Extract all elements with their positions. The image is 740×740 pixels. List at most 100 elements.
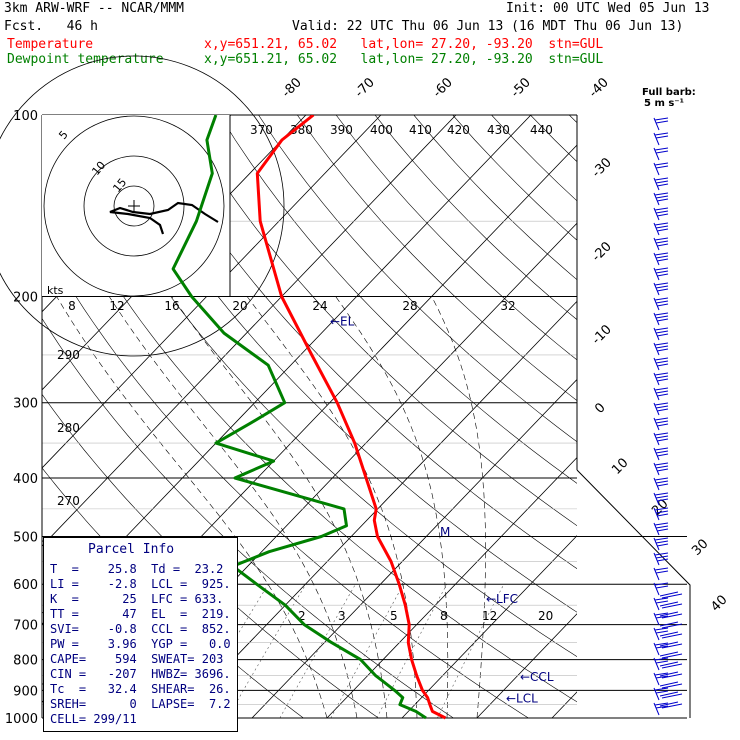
wind-barb — [653, 237, 669, 251]
pressure-label: 600 — [13, 578, 38, 593]
wind-barb — [653, 507, 669, 521]
isotherm-label: -70 — [352, 75, 378, 101]
isotherm-line — [476, 613, 577, 719]
pressure-label: 200 — [13, 291, 38, 306]
hodograph-speed-tick: 32 — [500, 299, 515, 313]
parcel-row: T = 25.8 Td = 23.2 — [50, 562, 224, 576]
wind-barb — [653, 462, 669, 476]
mixing-ratio-line — [330, 584, 404, 719]
isotherm-line — [326, 457, 577, 719]
wind-barb — [659, 691, 683, 699]
isotherm-label: -10 — [589, 322, 615, 348]
barb-legend-title: Full barb: — [642, 87, 696, 98]
parcel-row: K = 25 LFC = 633. — [50, 592, 224, 606]
wind-barb — [659, 671, 683, 679]
level-annotation: ←EL — [330, 314, 355, 328]
hodograph-speed-tick: 12 — [109, 299, 124, 313]
isotherm-label: 30 — [689, 537, 711, 559]
parcel-row: CIN = -207 HWBZ= 3696. — [50, 667, 231, 681]
wind-barb — [653, 357, 669, 371]
hodograph-speed-tick: 24 — [312, 299, 327, 313]
wind-barb — [653, 492, 669, 506]
parcel-info-panel: Parcel Info T = 25.8 Td = 23.2 LI = -2.8… — [43, 537, 238, 732]
theta-label: 270 — [57, 494, 80, 508]
pressure-label: 400 — [13, 472, 38, 487]
parcel-row: PW = 3.96 YGP = 0.0 — [50, 637, 231, 651]
hodograph-speed-tick: 16 — [164, 299, 179, 313]
wind-barb — [653, 537, 669, 551]
hodograph-ring — [43, 115, 225, 297]
isotherm-line — [401, 535, 577, 719]
moist-adiabat-line — [171, 296, 388, 719]
isotherm-label: -50 — [508, 75, 534, 101]
parcel-info-title: Parcel Info — [88, 542, 175, 557]
pressure-label: 900 — [13, 684, 38, 699]
mixing-ratio-line — [227, 584, 307, 719]
wind-barb — [653, 372, 669, 386]
wind-barb — [653, 342, 669, 356]
wind-barb — [653, 612, 669, 626]
hodograph-trace — [109, 201, 219, 235]
barb-legend-value: 5 m s⁻¹ — [644, 98, 684, 109]
isotherm-line — [627, 115, 740, 718]
theta-label: 280 — [57, 421, 80, 435]
theta-label: 290 — [57, 348, 80, 362]
theta-label: 440 — [530, 123, 553, 137]
dry-adiabat-line — [452, 115, 577, 241]
dewpoint-location: x,y=651.21, 65.02 lat,lon= 27.20, -93.20… — [204, 52, 604, 67]
wind-barb — [659, 641, 683, 649]
wind-barb — [653, 147, 669, 161]
temperature-legend-label: Temperature — [7, 37, 94, 52]
wind-barb — [653, 567, 669, 581]
wind-barb — [653, 642, 669, 656]
isotherm-label: -40 — [586, 75, 612, 101]
wind-barb — [653, 162, 669, 176]
wind-barb — [659, 651, 683, 659]
hodograph-ring — [83, 155, 185, 257]
forecast-hour: Fcst. 46 h — [4, 19, 98, 34]
hodograph-ring — [0, 55, 285, 357]
theta-label: 420 — [447, 123, 470, 137]
init-time: Init: 00 UTC Wed 05 Jun 13 — [506, 1, 710, 16]
wind-barb — [653, 702, 669, 716]
wind-barb — [653, 387, 669, 401]
pressure-label: 500 — [13, 530, 38, 545]
wind-barb — [653, 687, 669, 701]
parcel-row: TT = 47 EL = 219. — [50, 607, 231, 621]
plot-right-border — [576, 469, 691, 718]
hodograph-speed-axis-label: kts — [47, 284, 64, 297]
wind-barb — [659, 621, 683, 629]
wind-barb — [653, 582, 669, 596]
dry-adiabat-line — [180, 115, 577, 527]
wind-barb — [653, 222, 669, 236]
parcel-row: LI = -2.8 LCL = 925. — [50, 577, 231, 591]
wind-barb — [653, 672, 669, 686]
wind-barb — [659, 611, 683, 619]
wind-barb — [653, 117, 669, 131]
theta-label: 430 — [487, 123, 510, 137]
mixing-ratio-label: 3 — [338, 609, 346, 623]
mixing-ratio-label: 5 — [390, 609, 398, 623]
level-annotation: M — [440, 525, 450, 539]
wind-barb — [653, 177, 669, 191]
isotherm-line — [0, 115, 6, 718]
wind-barb — [653, 597, 669, 611]
isotherm-label: -60 — [430, 75, 456, 101]
wind-barb — [653, 132, 669, 146]
wind-barb — [653, 477, 669, 491]
isotherm-line — [42, 115, 382, 469]
wind-barb — [659, 661, 683, 669]
pressure-label: 300 — [13, 397, 38, 412]
wind-barb — [653, 552, 669, 566]
isotherm-label: -80 — [279, 75, 305, 101]
pressure-label: 1000 — [5, 712, 38, 727]
hodograph-speed-tick: 8 — [68, 299, 76, 313]
parcel-row: CAPE= 594 SWEAT= 203 — [50, 652, 224, 666]
model-title: 3km ARW-WRF -- NCAR/MMM — [4, 1, 185, 16]
wind-barb — [653, 402, 669, 416]
theta-label: 370 — [250, 123, 273, 137]
wind-barb — [653, 447, 669, 461]
hodograph-ring — [113, 185, 155, 227]
dewpoint-profile-line — [171, 115, 427, 720]
level-annotation: ←LCL — [506, 692, 538, 706]
